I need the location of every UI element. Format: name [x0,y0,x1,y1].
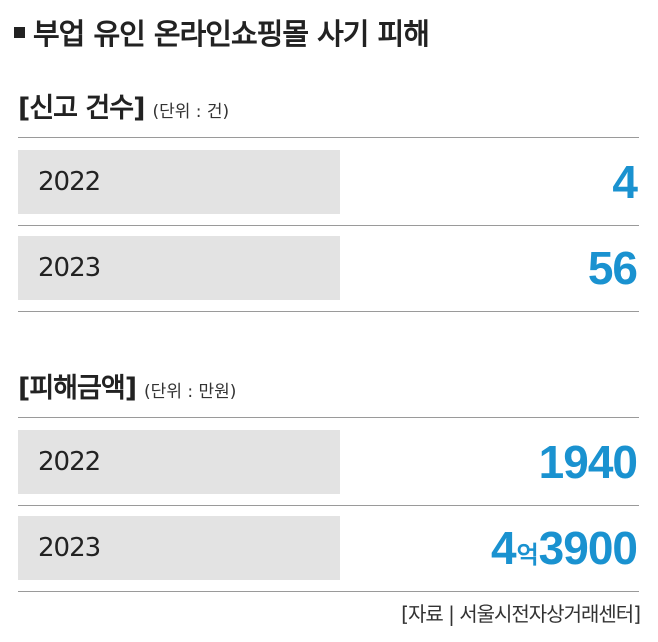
section-unit: (단위 : 만원) [144,382,237,402]
value-label: 56 [587,242,638,294]
year-label: 2022 [38,447,101,477]
value-part-eok: 4 [490,522,517,574]
year-label: 2023 [38,533,101,563]
section-label: [피해금액] [18,373,137,404]
value-part-man: 3900 [538,522,638,574]
year-label: 2023 [38,253,101,283]
title-text: 부업 유인 온라인쇼핑몰 사기 피해 [33,17,430,51]
section-header-reports: [신고 건수] (단위 : 건) [18,86,229,125]
year-cell: 2023 [18,516,340,580]
value-label: 4 [612,156,638,208]
table-row: 2022 1940 [18,430,639,494]
table-row: 2023 56 [18,236,639,300]
table-row: 2022 4 [18,150,639,214]
year-cell: 2022 [18,430,340,494]
divider [18,137,639,138]
table-row: 2023 4 억 3900 [18,516,639,580]
year-cell: 2022 [18,150,340,214]
divider [18,225,639,226]
year-label: 2022 [38,167,101,197]
year-cell: 2023 [18,236,340,300]
divider [18,311,639,312]
value-label: 4 억 3900 [490,516,638,580]
divider [18,591,639,592]
divider [18,417,639,418]
section-unit: (단위 : 건) [152,102,230,122]
value-unit-eok: 억 [516,541,539,569]
section-label: [신고 건수] [18,93,145,124]
section-header-damage: [피해금액] (단위 : 만원) [18,366,236,405]
source-note: [자료 | 서울시전자상거래센터] [401,602,641,626]
divider [18,505,639,506]
chart-title: 부업 유인 온라인쇼핑몰 사기 피해 [14,12,430,52]
value-label: 1940 [538,436,638,488]
title-bullet-icon [14,26,25,38]
